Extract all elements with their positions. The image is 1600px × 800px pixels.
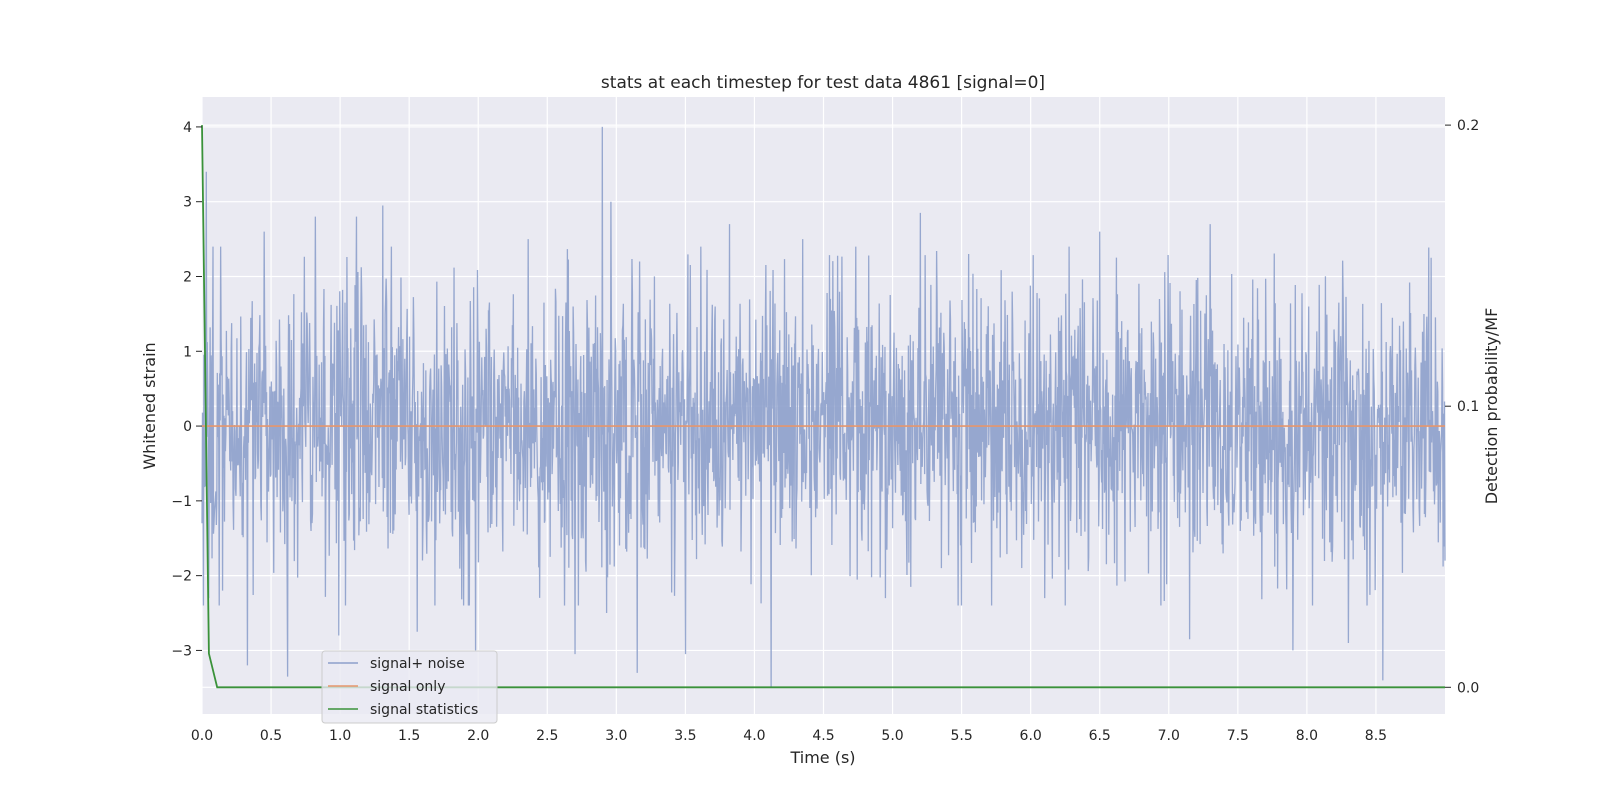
left-y-tick-label: 1 xyxy=(183,344,192,360)
left-y-tick-label: 0 xyxy=(183,419,192,435)
x-tick-label: 6.5 xyxy=(1089,728,1111,744)
signal-statistics-series xyxy=(201,125,1445,689)
x-tick-label: 2.5 xyxy=(536,728,558,744)
right-y-tick-label: 0.1 xyxy=(1457,399,1479,415)
x-tick-label: 0.5 xyxy=(260,728,282,744)
signal-statistics-line xyxy=(201,125,1445,689)
left-y-axis-ticks: 4 3 2 1 0 −1 −2 −3 xyxy=(171,120,202,659)
x-tick-label: 1.5 xyxy=(398,728,420,744)
legend-label-signal-statistics: signal statistics xyxy=(370,702,478,718)
chart-title: stats at each timestep for test data 486… xyxy=(601,73,1045,93)
x-tick-label: 4.5 xyxy=(812,728,834,744)
left-y-tick-label: −3 xyxy=(171,643,192,659)
x-tick-label: 8.5 xyxy=(1365,728,1387,744)
x-tick-label: 2.0 xyxy=(467,728,489,744)
left-y-axis-label: Whitened strain xyxy=(140,342,159,469)
x-tick-label: 3.5 xyxy=(674,728,696,744)
legend-label-signal-only: signal only xyxy=(370,679,445,695)
right-y-tick-label: 0.2 xyxy=(1457,118,1479,134)
left-y-tick-label: 2 xyxy=(183,269,192,285)
x-tick-label: 1.0 xyxy=(329,728,351,744)
x-axis-ticks: 0.0 0.5 1.0 1.5 2.0 2.5 3.0 3.5 4.0 4.5 5.0 5.5 6.0 6… xyxy=(191,728,1387,744)
legend-box xyxy=(321,650,498,724)
x-tick-label: 7.5 xyxy=(1227,728,1249,744)
x-tick-label: 5.5 xyxy=(950,728,972,744)
x-tick-label: 4.0 xyxy=(743,728,765,744)
right-y-axis-label: Detection probability/MF xyxy=(1482,308,1501,505)
legend-label-signal-noise: signal+ noise xyxy=(370,656,465,672)
x-tick-label: 3.0 xyxy=(605,728,627,744)
x-tick-label: 8.0 xyxy=(1296,728,1318,744)
right-y-tick-label: 0.0 xyxy=(1457,680,1479,696)
x-tick-label: 5.0 xyxy=(881,728,903,744)
signal-noise-series xyxy=(201,126,1446,688)
left-y-tick-label: −1 xyxy=(171,494,192,510)
x-tick-label: 0.0 xyxy=(191,728,213,744)
right-y-axis-ticks: 0.2 0.1 0.0 xyxy=(1445,118,1479,696)
x-tick-label: 6.0 xyxy=(1020,728,1042,744)
legend: signal+ noise signal only signal statist… xyxy=(321,650,498,724)
signal-noise-line xyxy=(201,126,1446,688)
left-y-tick-label: −2 xyxy=(171,569,192,585)
left-y-tick-label: 3 xyxy=(183,195,192,211)
x-axis-label: Time (s) xyxy=(789,748,855,767)
x-tick-label: 7.0 xyxy=(1158,728,1180,744)
left-y-tick-label: 4 xyxy=(183,120,192,136)
